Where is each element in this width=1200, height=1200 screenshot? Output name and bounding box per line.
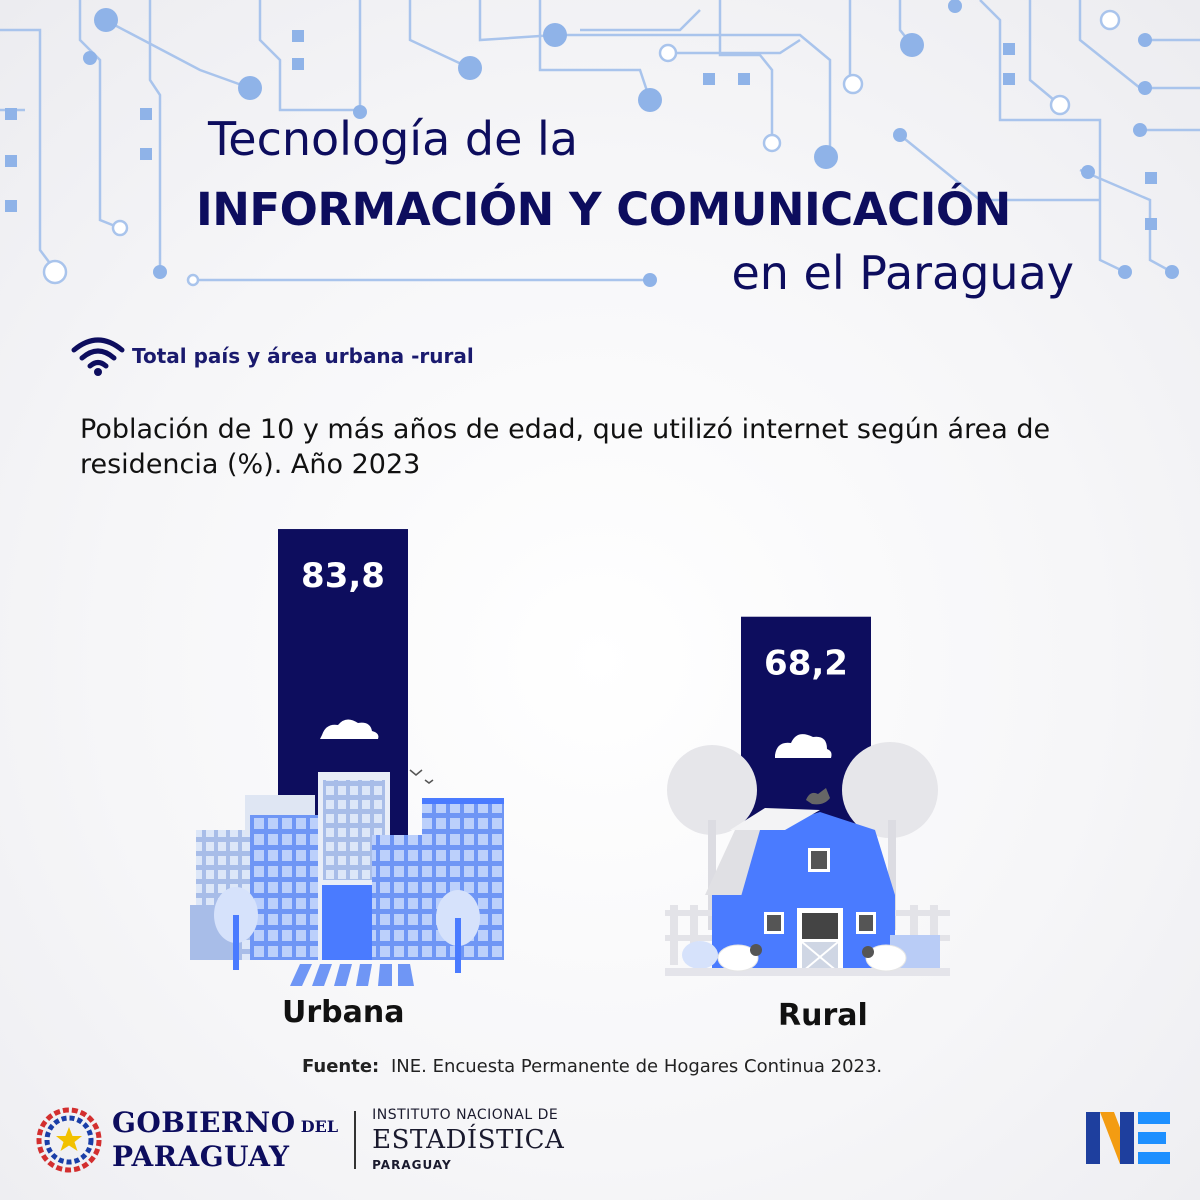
wifi-icon bbox=[71, 337, 125, 376]
circuit-decoration bbox=[0, 0, 1200, 287]
value-label-rural: 68,2 bbox=[764, 644, 848, 684]
section-header: Total país y área urbana -rural bbox=[70, 336, 474, 376]
title-line-1: Tecnología de la bbox=[208, 112, 578, 166]
source-label: Fuente: bbox=[302, 1056, 380, 1077]
chart-title: Población de 10 y más años de edad, que … bbox=[80, 414, 1051, 480]
source-text: INE. Encuesta Permanente de Hogares Cont… bbox=[390, 1056, 883, 1077]
ine-logo-icon bbox=[1086, 1112, 1170, 1164]
footer-logos: GOBIERNO DEL PARAGUAY INSTITUTO NACIONAL… bbox=[36, 1105, 564, 1175]
value-label-urbana: 83,8 bbox=[301, 556, 385, 596]
paraguay-seal-icon bbox=[36, 1107, 102, 1173]
gob-del: DEL bbox=[300, 1117, 339, 1136]
bar-chart: 83,8 68,2 bbox=[190, 529, 950, 986]
farm-illustration bbox=[665, 734, 950, 976]
title-line-2: INFORMACIÓN Y COMUNICACIÓN bbox=[196, 183, 1011, 236]
ine-line-3: PARAGUAY bbox=[372, 1158, 452, 1172]
category-label-rural: Rural bbox=[778, 998, 868, 1033]
section-label: Total país y área urbana -rural bbox=[132, 344, 474, 368]
ine-line-1: INSTITUTO NACIONAL DE bbox=[372, 1107, 559, 1123]
source-note: Fuente: INE. Encuesta Permanente de Hoga… bbox=[302, 1056, 882, 1077]
ine-line-2: ESTADÍSTICA bbox=[372, 1125, 565, 1155]
gob-line-1: GOBIERNO bbox=[112, 1106, 296, 1139]
city-illustration bbox=[190, 719, 504, 986]
title-line-3: en el Paraguay bbox=[731, 246, 1074, 300]
footer-divider bbox=[354, 1111, 357, 1169]
gob-line-2: PARAGUAY bbox=[112, 1140, 290, 1173]
category-label-urbana: Urbana bbox=[282, 995, 405, 1030]
